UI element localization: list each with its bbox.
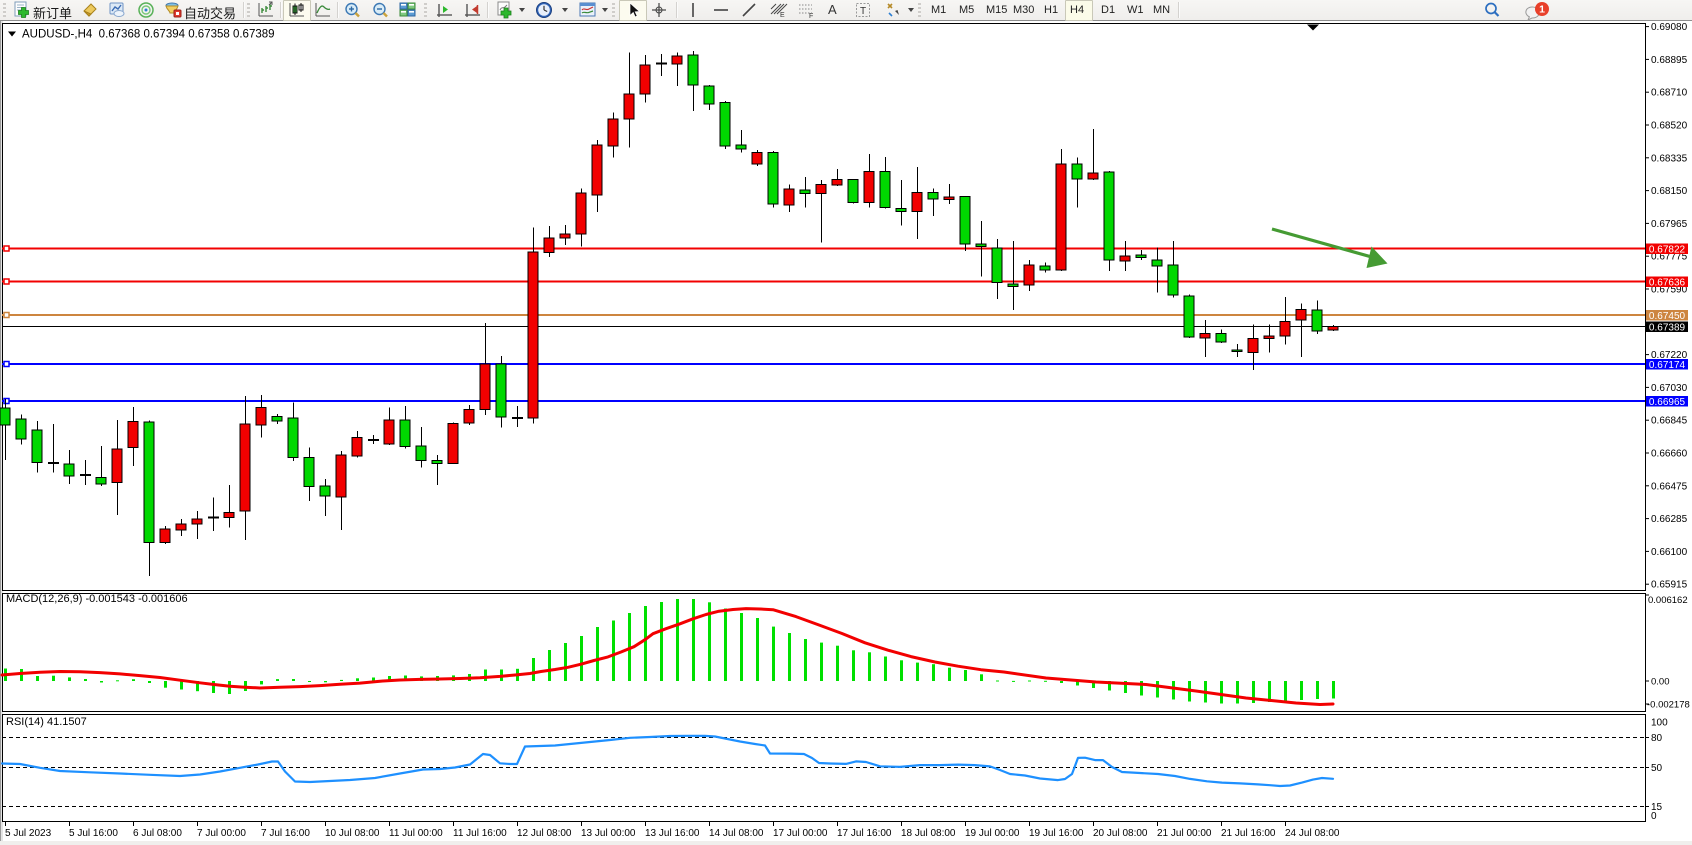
svg-text:1: 1	[1539, 4, 1545, 16]
svg-text:0.006162: 0.006162	[1648, 595, 1688, 606]
svg-text:0.66660: 0.66660	[1651, 449, 1688, 460]
svg-text:11 Jul 16:00: 11 Jul 16:00	[453, 828, 507, 839]
svg-text:21 Jul 00:00: 21 Jul 00:00	[1157, 828, 1212, 839]
svg-text:20 Jul 08:00: 20 Jul 08:00	[1093, 828, 1148, 839]
svg-text:0.67389: 0.67389	[1649, 322, 1686, 333]
svg-text:10 Jul 08:00: 10 Jul 08:00	[325, 828, 380, 839]
svg-text:12 Jul 08:00: 12 Jul 08:00	[517, 828, 572, 839]
svg-text:18 Jul 08:00: 18 Jul 08:00	[901, 828, 956, 839]
svg-text:E: E	[780, 12, 785, 19]
svg-text:0.67822: 0.67822	[1649, 244, 1686, 255]
svg-text:RSI(14) 41.1507: RSI(14) 41.1507	[6, 716, 87, 728]
svg-text:0.68710: 0.68710	[1651, 88, 1688, 99]
svg-text:80: 80	[1651, 733, 1663, 744]
svg-text:17 Jul 00:00: 17 Jul 00:00	[773, 828, 828, 839]
svg-text:11 Jul 00:00: 11 Jul 00:00	[389, 828, 443, 839]
svg-text:21 Jul 16:00: 21 Jul 16:00	[1221, 828, 1276, 839]
svg-text:5 Jul 2023: 5 Jul 2023	[5, 828, 52, 839]
svg-text:0: 0	[1651, 811, 1657, 822]
svg-text:14 Jul 08:00: 14 Jul 08:00	[709, 828, 764, 839]
svg-text:-0.002178: -0.002178	[1647, 700, 1690, 711]
svg-text:13 Jul 00:00: 13 Jul 00:00	[581, 828, 636, 839]
svg-text:19 Jul 00:00: 19 Jul 00:00	[965, 828, 1020, 839]
svg-text:24 Jul 08:00: 24 Jul 08:00	[1285, 828, 1340, 839]
svg-text:0.67636: 0.67636	[1649, 277, 1686, 288]
svg-text:MACD(12,26,9) -0.001543 -0.001: MACD(12,26,9) -0.001543 -0.001606	[6, 593, 188, 605]
svg-text:0.67030: 0.67030	[1651, 383, 1688, 394]
svg-text:0.66965: 0.66965	[1649, 397, 1686, 408]
svg-text:0.66845: 0.66845	[1651, 416, 1688, 427]
svg-text:0.67775: 0.67775	[1651, 252, 1688, 263]
svg-text:0.00: 0.00	[1651, 677, 1670, 688]
svg-text:0.67590: 0.67590	[1651, 285, 1688, 296]
svg-text:0.68895: 0.68895	[1651, 55, 1688, 66]
svg-text:0.66285: 0.66285	[1651, 514, 1688, 525]
svg-text:0.66475: 0.66475	[1651, 481, 1688, 492]
svg-text:17 Jul 16:00: 17 Jul 16:00	[837, 828, 892, 839]
svg-text:13 Jul 16:00: 13 Jul 16:00	[645, 828, 700, 839]
svg-text:100: 100	[1651, 718, 1668, 729]
svg-text:19 Jul 16:00: 19 Jul 16:00	[1029, 828, 1084, 839]
svg-text:0.68150: 0.68150	[1651, 186, 1688, 197]
svg-text:5 Jul 16:00: 5 Jul 16:00	[69, 828, 118, 839]
svg-text:50: 50	[1651, 763, 1663, 774]
svg-text:7 Jul 00:00: 7 Jul 00:00	[197, 828, 246, 839]
svg-text:7 Jul 16:00: 7 Jul 16:00	[261, 828, 310, 839]
svg-text:0.69080: 0.69080	[1651, 22, 1688, 33]
svg-text:0.68335: 0.68335	[1651, 153, 1688, 164]
svg-text:F: F	[809, 13, 813, 20]
svg-text:6 Jul 08:00: 6 Jul 08:00	[133, 828, 182, 839]
svg-text:0.65915: 0.65915	[1651, 580, 1688, 591]
svg-text:AUDUSD-,H4 0.67368 0.67394 0.: AUDUSD-,H4 0.67368 0.67394 0.67358 0.673…	[22, 29, 275, 41]
svg-text:0.67450: 0.67450	[1649, 311, 1686, 322]
svg-text:0.67220: 0.67220	[1651, 350, 1688, 361]
svg-text:T: T	[860, 6, 866, 17]
svg-text:0.67965: 0.67965	[1651, 219, 1688, 230]
svg-text:0.66100: 0.66100	[1651, 547, 1688, 558]
svg-text:0.67174: 0.67174	[1649, 360, 1686, 371]
svg-text:0.68520: 0.68520	[1651, 121, 1688, 132]
svg-text:15: 15	[1651, 802, 1663, 813]
